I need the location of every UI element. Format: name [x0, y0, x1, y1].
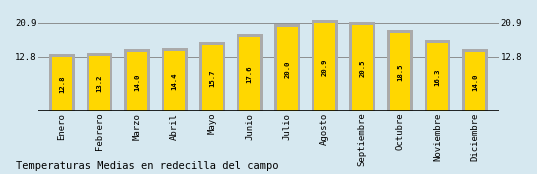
- Bar: [199, 42, 225, 111]
- Text: 20.9: 20.9: [322, 58, 328, 76]
- Bar: [86, 53, 112, 111]
- Text: 14.0: 14.0: [134, 73, 140, 91]
- Bar: [237, 34, 263, 111]
- Text: Temperaturas Medias en redecilla del campo: Temperaturas Medias en redecilla del cam…: [16, 161, 279, 171]
- Text: 12.8: 12.8: [500, 53, 522, 62]
- Bar: [315, 23, 335, 111]
- Bar: [240, 37, 260, 111]
- Text: 18.5: 18.5: [397, 64, 403, 81]
- Bar: [462, 49, 488, 111]
- Bar: [425, 40, 451, 111]
- Bar: [49, 54, 75, 111]
- Bar: [387, 30, 413, 111]
- Bar: [89, 56, 110, 111]
- Bar: [162, 48, 187, 111]
- Bar: [164, 51, 185, 111]
- Text: 20.9: 20.9: [500, 19, 522, 28]
- Text: 15.7: 15.7: [209, 69, 215, 87]
- Bar: [202, 45, 222, 111]
- Bar: [352, 25, 373, 111]
- Text: 12.8: 12.8: [59, 76, 65, 93]
- Text: 14.0: 14.0: [472, 73, 478, 91]
- Text: 14.4: 14.4: [172, 72, 178, 90]
- Bar: [350, 22, 375, 111]
- Text: 12.8: 12.8: [15, 53, 37, 62]
- Bar: [312, 20, 338, 111]
- Bar: [124, 49, 150, 111]
- Bar: [52, 57, 72, 111]
- Bar: [127, 52, 148, 111]
- Bar: [389, 33, 410, 111]
- Text: 20.0: 20.0: [284, 60, 291, 78]
- Bar: [427, 43, 448, 111]
- Text: 20.9: 20.9: [15, 19, 37, 28]
- Text: 13.2: 13.2: [97, 75, 103, 92]
- Bar: [274, 24, 300, 111]
- Text: 17.6: 17.6: [246, 65, 253, 83]
- Text: 20.5: 20.5: [359, 59, 365, 77]
- Bar: [277, 27, 297, 111]
- Bar: [465, 52, 485, 111]
- Text: 16.3: 16.3: [434, 68, 440, 86]
